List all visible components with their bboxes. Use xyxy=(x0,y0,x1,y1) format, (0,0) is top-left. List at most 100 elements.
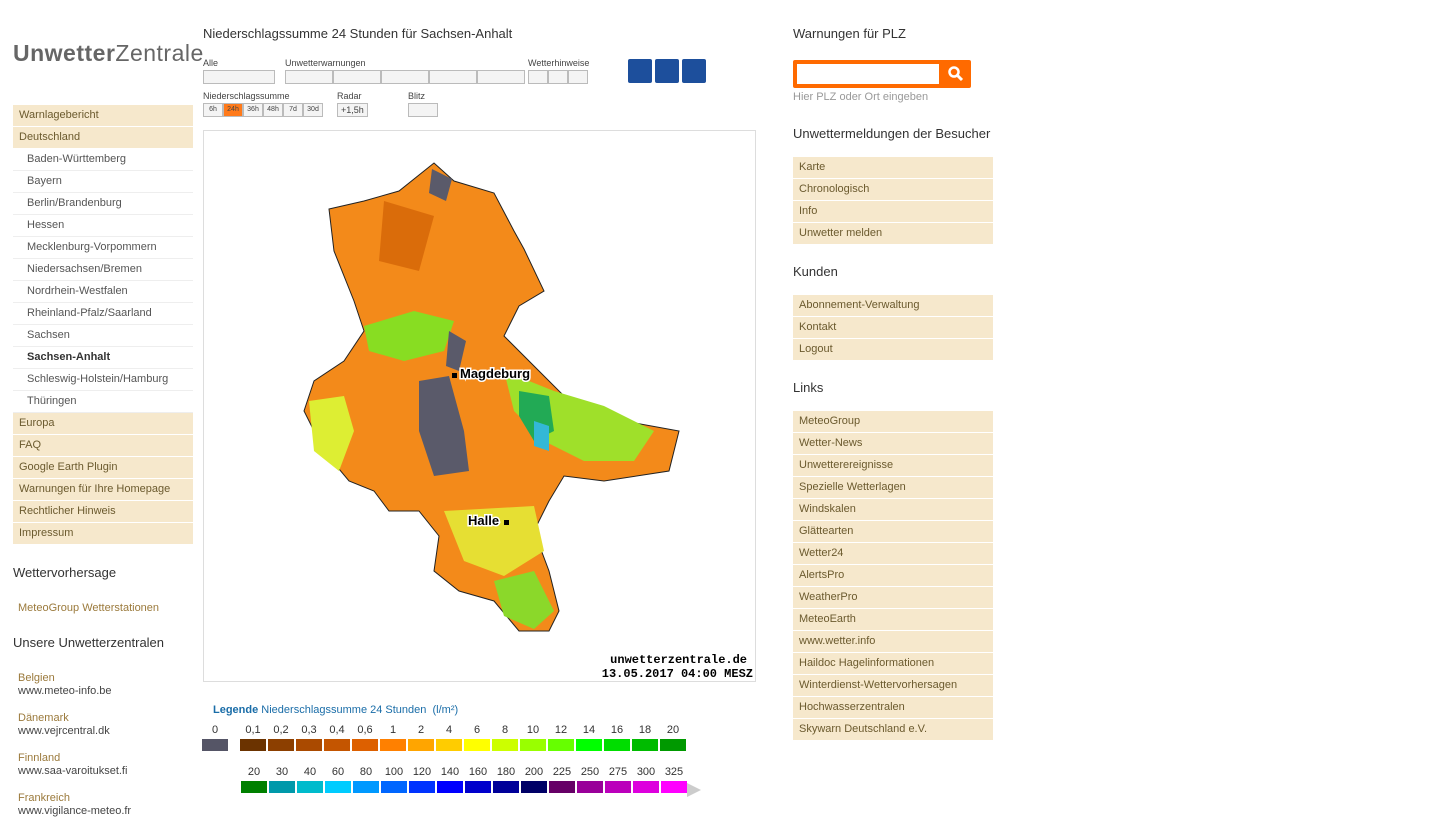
nav-item[interactable]: Warnungen für Ihre Homepage xyxy=(13,479,193,501)
central-url[interactable]: www.meteo-info.be xyxy=(18,685,112,697)
legend-label: 30 xyxy=(275,766,289,778)
link-item[interactable]: Skywarn Deutschland e.V. xyxy=(793,719,993,741)
link-item[interactable]: Abonnement-Verwaltung xyxy=(793,295,993,317)
visitors-heading: Unwettermeldungen der Besucher xyxy=(793,126,991,141)
link-item[interactable]: Chronologisch xyxy=(793,179,993,201)
nav-item[interactable]: Google Earth Plugin xyxy=(13,457,193,479)
central-url[interactable]: www.vigilance-meteo.fr xyxy=(18,805,132,817)
logo[interactable]: UnwetterZentrale xyxy=(13,40,203,67)
map[interactable]: Magdeburg Halle unwetterzentrale.de 13.0… xyxy=(203,130,756,682)
link-item[interactable]: Spezielle Wetterlagen xyxy=(793,477,993,499)
link-item[interactable]: Unwetter melden xyxy=(793,223,993,245)
nav-item[interactable]: Warnlagebericht xyxy=(13,105,193,127)
precip-button[interactable]: 6h xyxy=(203,103,223,117)
central-url[interactable]: www.vejrcentral.dk xyxy=(18,725,110,737)
link-item[interactable]: AlertsPro xyxy=(793,565,993,587)
link-item[interactable]: Karte xyxy=(793,157,993,179)
legend-arrow xyxy=(687,783,701,797)
nav-subitem[interactable]: Schleswig-Holstein/Hamburg xyxy=(13,369,193,391)
nav-subitem[interactable]: Mecklenburg-Vorpommern xyxy=(13,237,193,259)
central-country[interactable]: Finnland xyxy=(18,752,61,764)
link-item[interactable]: Logout xyxy=(793,339,993,361)
legend-cell: 200 xyxy=(520,766,548,797)
legend-label: 120 xyxy=(412,766,432,778)
icon-button[interactable] xyxy=(548,70,568,84)
link-item[interactable]: Glättearten xyxy=(793,521,993,543)
legend-swatch xyxy=(324,739,350,751)
link-item[interactable]: www.wetter.info xyxy=(793,631,993,653)
central-country[interactable]: Belgien xyxy=(18,672,55,684)
icon-button[interactable] xyxy=(429,70,477,84)
link-item[interactable]: MeteoGroup xyxy=(793,411,993,433)
legend-cell: 180 xyxy=(492,766,520,797)
link-item[interactable]: Winterdienst-Wettervorhersagen xyxy=(793,675,993,697)
nav-item[interactable]: Europa xyxy=(13,413,193,435)
icon-button[interactable] xyxy=(203,70,275,84)
link-item[interactable]: MeteoEarth xyxy=(793,609,993,631)
link-item[interactable]: Info xyxy=(793,201,993,223)
forecast-link[interactable]: MeteoGroup Wetterstationen xyxy=(18,602,160,614)
legend-swatch xyxy=(268,739,294,751)
link-item[interactable]: Unwetterereignisse xyxy=(793,455,993,477)
legend-swatch xyxy=(240,739,266,751)
nav-item[interactable]: Rechtlicher Hinweis xyxy=(13,501,193,523)
link-item[interactable]: Wetter-News xyxy=(793,433,993,455)
icon-button[interactable] xyxy=(333,70,381,84)
legend-swatch xyxy=(521,781,547,793)
nav-subitem[interactable]: Nordrhein-Westfalen xyxy=(13,281,193,303)
nav-states: Baden-Württemberg Bayern Berlin/Brandenbur… xyxy=(13,149,193,413)
nav-subitem[interactable]: Hessen xyxy=(13,215,193,237)
search-button[interactable] xyxy=(945,64,967,84)
legend-label: 40 xyxy=(303,766,317,778)
nav-subitem[interactable]: Sachsen xyxy=(13,325,193,347)
nav-item[interactable]: Impressum xyxy=(13,523,193,545)
precip-button[interactable]: 48h xyxy=(263,103,283,117)
icon-button[interactable] xyxy=(285,70,333,84)
nav-item[interactable]: Deutschland xyxy=(13,127,193,149)
nav-item[interactable]: FAQ xyxy=(13,435,193,457)
nav-subitem[interactable]: Bayern xyxy=(13,171,193,193)
legend-swatch xyxy=(661,781,687,793)
central-entry: Finnland www.saa-varoitukset.fi xyxy=(18,752,193,778)
nav-subitem[interactable]: Rheinland-Pfalz/Saarland xyxy=(13,303,193,325)
legend-cell: 18 xyxy=(631,724,659,751)
icon-button[interactable] xyxy=(628,59,652,83)
icon-button[interactable] xyxy=(568,70,588,84)
precip-button[interactable]: 24h xyxy=(223,103,243,117)
links-list: MeteoGroup Wetter-News Unwetterereignisse S… xyxy=(793,411,993,741)
control-radar: Radar +1,5h xyxy=(337,91,368,117)
search-input[interactable] xyxy=(797,64,939,84)
icon-button[interactable] xyxy=(408,103,438,117)
legend-swatch xyxy=(549,781,575,793)
icon-button[interactable] xyxy=(477,70,525,84)
link-item[interactable]: Windskalen xyxy=(793,499,993,521)
precip-area xyxy=(309,396,354,471)
precip-button[interactable]: 30d xyxy=(303,103,323,117)
nav-subitem[interactable]: Baden-Württemberg xyxy=(13,149,193,171)
icon-button[interactable] xyxy=(682,59,706,83)
nav-subitem[interactable]: Thüringen xyxy=(13,391,193,413)
link-item[interactable]: Hochwasserzentralen xyxy=(793,697,993,719)
nav-subitem[interactable]: Niedersachsen/Bremen xyxy=(13,259,193,281)
precip-button[interactable]: 36h xyxy=(243,103,263,117)
link-item[interactable]: Haildoc Hagelinformationen xyxy=(793,653,993,675)
precip-button[interactable]: 7d xyxy=(283,103,303,117)
legend-label: 200 xyxy=(524,766,544,778)
link-item[interactable]: Wetter24 xyxy=(793,543,993,565)
nav-subitem[interactable]: Sachsen-Anhalt xyxy=(13,347,193,369)
precip-area xyxy=(444,506,544,576)
icon-button[interactable] xyxy=(528,70,548,84)
radar-button[interactable]: +1,5h xyxy=(337,103,368,117)
link-item[interactable]: WeatherPro xyxy=(793,587,993,609)
icon-button[interactable] xyxy=(381,70,429,84)
main-title: Niederschlagssumme 24 Stunden für Sachse… xyxy=(203,26,513,41)
central-country[interactable]: Frankreich xyxy=(18,792,70,804)
nav-subitem[interactable]: Berlin/Brandenburg xyxy=(13,193,193,215)
legend-cell: 16 xyxy=(603,724,631,751)
icon-button[interactable] xyxy=(655,59,679,83)
central-url[interactable]: www.saa-varoitukset.fi xyxy=(18,765,128,777)
link-item[interactable]: Kontakt xyxy=(793,317,993,339)
legend-row: 20 30 40 60 80 100 120 140 160 180 200 225 250 275 300… xyxy=(240,766,701,797)
central-country[interactable]: Dänemark xyxy=(18,712,69,724)
map-timestamp: 13.05.2017 04:00 MESZ xyxy=(602,667,753,681)
